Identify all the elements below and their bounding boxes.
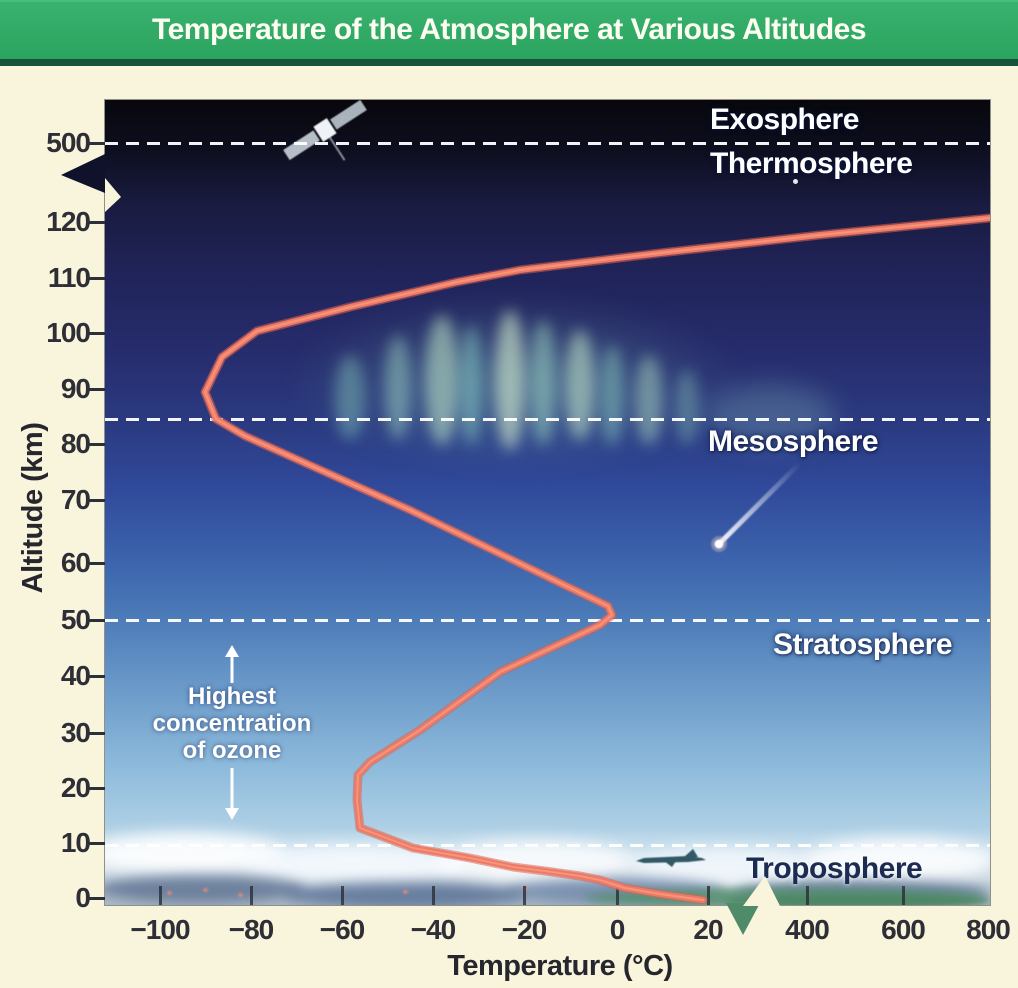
y-tick-120: 120 (46, 206, 91, 237)
x-tickmark (806, 886, 809, 905)
star-dot (842, 157, 845, 160)
x-tick--20: −20 (501, 914, 548, 945)
x-tick-0: 0 (609, 914, 626, 945)
y-tickmark (86, 499, 105, 502)
aurora-streak (530, 320, 556, 445)
y-tick-40: 40 (60, 660, 91, 691)
city-light (203, 888, 208, 892)
boundary-10km-dashed-line (105, 844, 990, 847)
y-axis-break-icon (61, 154, 121, 212)
y-tickmark (86, 277, 105, 280)
aurora-streak (460, 325, 482, 445)
y-tickmark (86, 897, 105, 900)
x-tick-800: 800 (966, 914, 1011, 945)
x-tick-400: 400 (785, 914, 830, 945)
label-thermosphere: Thermosphere (710, 147, 913, 180)
y-tickmark (86, 732, 105, 735)
up-arrow-icon (225, 645, 239, 683)
aurora-streak (600, 345, 624, 445)
y-tickmark (86, 562, 105, 565)
x-tickmark (902, 886, 905, 905)
y-tick-500: 500 (46, 127, 91, 158)
y-tick-110: 110 (47, 262, 91, 293)
x-tick-20: 20 (693, 914, 723, 945)
figure-title: Temperature of the Atmosphere at Various… (151, 13, 867, 46)
y-tickmark (86, 675, 105, 678)
label-stratosphere: Stratosphere (773, 628, 953, 661)
y-tickmark (86, 221, 105, 224)
x-tick--80: −80 (228, 914, 275, 945)
aurora-haze (705, 385, 835, 445)
airplane-icon (636, 849, 706, 867)
x-tick--60: −60 (319, 914, 366, 945)
label-mesosphere: Mesosphere (708, 425, 879, 458)
label-troposphere: Troposphere (746, 852, 923, 885)
city-light (238, 893, 243, 897)
y-tickmark (86, 619, 105, 622)
aurora-streak (635, 355, 663, 445)
x-tickmark (523, 886, 526, 905)
aurora-streak (495, 310, 525, 450)
y-tick-30: 30 (60, 717, 91, 748)
city-light (403, 890, 408, 894)
meteor-icon (711, 460, 803, 552)
city-light (167, 891, 172, 895)
aurora-streak (675, 370, 699, 445)
ozone-annotation: Highest concentration of ozone (132, 645, 332, 820)
y-tick-100: 100 (46, 317, 91, 348)
y-tickmark (86, 332, 105, 335)
x-tick--40: −40 (410, 914, 457, 945)
plot-area: Exosphere Thermosphere Mesosphere Strato… (105, 100, 990, 905)
x-tickmark (707, 886, 710, 905)
x-axis-break-icon (726, 876, 780, 935)
down-arrow-icon (225, 768, 239, 820)
ozone-annotation-line3: of ozone (182, 737, 282, 764)
aurora-streak (335, 355, 365, 440)
y-tickmark (86, 842, 105, 845)
satellite-icon (283, 100, 367, 161)
boundary-50km-dashed-line (105, 619, 990, 622)
temperature-curve (200, 213, 990, 905)
y-tickmark (86, 443, 105, 446)
x-tickmark (159, 886, 162, 905)
aurora-streak (565, 330, 595, 440)
y-tickmark (86, 787, 105, 790)
y-tick-70: 70 (60, 484, 91, 515)
x-tick-600: 600 (881, 914, 926, 945)
star-dot (793, 179, 798, 184)
y-tickmark (86, 142, 105, 145)
x-tickmark (341, 886, 344, 905)
title-bar: Temperature of the Atmosphere at Various… (0, 0, 1018, 66)
y-tick-0: 0 (75, 882, 91, 913)
aurora-streak (425, 315, 459, 445)
y-tick-50: 50 (60, 604, 91, 635)
y-tick-10: 10 (60, 827, 91, 858)
ozone-annotation-line2: concentration (152, 710, 312, 737)
x-tickmark (250, 886, 253, 905)
y-tickmark (86, 388, 105, 391)
y-tick-90: 90 (60, 373, 91, 404)
ozone-annotation-line1: Highest (187, 683, 276, 710)
x-axis-title: Temperature (°C) (447, 950, 673, 982)
y-tick-20: 20 (60, 772, 91, 803)
y-tick-80: 80 (60, 428, 91, 459)
x-tickmark (616, 886, 619, 905)
x-tick--100: −100 (130, 914, 190, 945)
aurora-streak (385, 335, 411, 440)
boundary-500km-dashed-line (105, 142, 990, 145)
y-tick-60: 60 (60, 547, 91, 578)
label-exosphere: Exosphere (710, 103, 859, 136)
boundary-85km-dashed-line (105, 418, 990, 421)
ground-green-strip (725, 895, 990, 905)
x-tickmark (432, 886, 435, 905)
y-axis-title: Altitude (km) (17, 422, 49, 594)
